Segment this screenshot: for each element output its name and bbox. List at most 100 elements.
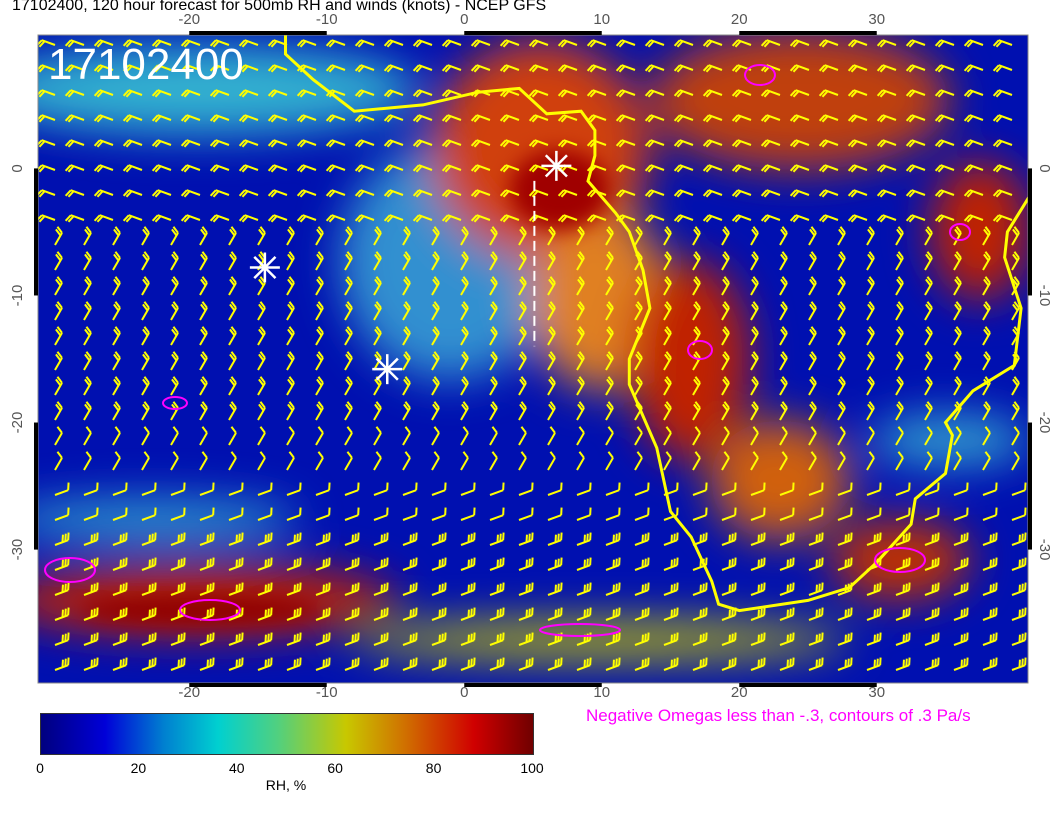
lat-tick-label: -30	[9, 539, 26, 561]
wind-barb	[750, 557, 766, 571]
wind-barb	[1011, 401, 1020, 421]
wind-barb	[402, 657, 418, 671]
wind-barb	[83, 276, 92, 296]
wind-barb	[760, 189, 781, 198]
wind-barb	[209, 139, 230, 148]
wind-barb	[895, 657, 911, 671]
wind-barb	[344, 251, 353, 271]
wind-barb	[489, 251, 498, 271]
white-star-icon	[372, 354, 403, 385]
colorbar-tick-label: 20	[130, 760, 147, 776]
wind-barb	[721, 226, 730, 246]
wind-barb	[296, 214, 317, 223]
wind-barb	[547, 276, 556, 296]
wind-barb	[431, 607, 447, 621]
wind-barb	[344, 507, 360, 521]
wind-barb	[837, 507, 853, 521]
wind-barb	[151, 214, 172, 223]
wind-barb	[228, 507, 244, 521]
wind-barb	[431, 507, 447, 521]
wind-barb	[83, 376, 92, 396]
wind-barb	[866, 507, 882, 521]
wind-barb	[431, 326, 440, 346]
wind-barb	[750, 657, 766, 671]
lon-tick-label: 20	[731, 11, 748, 28]
wind-barb	[760, 214, 781, 223]
wind-barb	[866, 532, 882, 546]
wind-barb	[141, 376, 150, 396]
wind-barb	[325, 39, 346, 48]
wind-barb	[634, 351, 643, 371]
wind-barb	[54, 657, 70, 671]
wind-barb	[180, 64, 201, 73]
wind-barb	[731, 89, 752, 98]
wind-barb	[673, 164, 694, 173]
wind-barb	[180, 114, 201, 123]
wind-barb	[141, 482, 157, 496]
wind-barb	[402, 507, 418, 521]
wind-barb	[934, 89, 955, 98]
wind-barb	[634, 582, 650, 596]
wind-barb	[818, 139, 839, 148]
wind-barb	[228, 426, 237, 446]
wind-barb	[112, 301, 121, 321]
wind-barb	[634, 657, 650, 671]
wind-barb	[924, 632, 940, 646]
wind-barb	[576, 376, 585, 396]
wind-barb	[808, 507, 824, 521]
wind-barb	[721, 532, 737, 546]
wind-barb	[112, 657, 128, 671]
wind-barb	[721, 301, 730, 321]
wind-barb	[982, 482, 998, 496]
wind-barb	[460, 657, 476, 671]
wind-barb	[93, 139, 114, 148]
wind-barb	[460, 582, 476, 596]
wind-barb	[199, 426, 208, 446]
wind-barb	[692, 451, 701, 471]
wind-barb	[702, 189, 723, 198]
wind-barb	[924, 482, 940, 496]
wind-barb	[170, 632, 186, 646]
wind-barb	[789, 139, 810, 148]
wind-barb	[441, 89, 462, 98]
wind-barb	[373, 507, 389, 521]
wind-barb	[489, 426, 498, 446]
wind-barb	[663, 251, 672, 271]
wind-barb	[953, 451, 962, 471]
wind-barb	[547, 607, 563, 621]
wind-barb	[837, 657, 853, 671]
wind-barb	[209, 214, 230, 223]
wind-barb	[286, 482, 302, 496]
wind-barb	[518, 401, 527, 421]
wind-barb	[1011, 301, 1020, 321]
wind-barb	[673, 64, 694, 73]
lat-tick-label: -10	[9, 285, 26, 307]
wind-barb	[54, 426, 63, 446]
wind-barb	[180, 214, 201, 223]
wind-barb	[499, 139, 520, 148]
wind-barb	[412, 39, 433, 48]
wind-barb	[808, 607, 824, 621]
wind-barb	[431, 376, 440, 396]
wind-barb	[518, 632, 534, 646]
wind-barb	[528, 164, 549, 173]
wind-barb	[760, 114, 781, 123]
wind-barb	[64, 39, 85, 48]
wind-barb	[141, 657, 157, 671]
wind-barb	[663, 657, 679, 671]
wind-barb	[963, 114, 984, 123]
wind-barb	[779, 532, 795, 546]
wind-barb	[518, 351, 527, 371]
wind-barb	[209, 114, 230, 123]
wind-barb	[489, 557, 505, 571]
wind-barb	[315, 632, 331, 646]
wind-barb	[876, 64, 897, 73]
wind-barb	[441, 114, 462, 123]
wind-barb	[789, 114, 810, 123]
wind-barb	[779, 507, 795, 521]
wind-barb	[441, 139, 462, 148]
omega-legend-note: Negative Omegas less than -.3, contours …	[586, 706, 971, 725]
wind-barb	[663, 226, 672, 246]
wind-barb	[286, 557, 302, 571]
wind-barb	[576, 226, 585, 246]
